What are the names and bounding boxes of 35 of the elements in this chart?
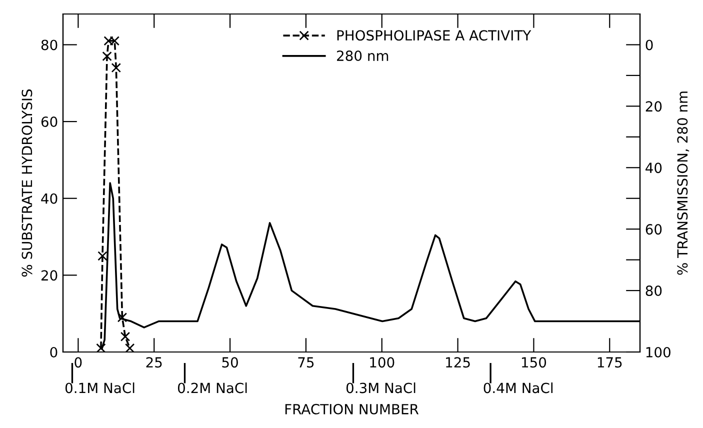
y-axis-title: % SUBSTRATE HYDROLYSIS: [22, 89, 32, 277]
text: 0.3M NaCl: [346, 382, 416, 394]
point: [117, 312, 128, 322]
y2-tick-label: 40: [646, 162, 662, 174]
point: [124, 343, 135, 352]
y2-tick-label: 20: [646, 101, 662, 112]
y2-tick-label: 80: [646, 286, 662, 296]
x-tick-label: 50: [222, 357, 238, 368]
y2-axis-title: % TRANSMISSION, 280 nm: [677, 92, 690, 275]
x-tick-label: 0: [74, 357, 82, 368]
y-tick-label: 60: [41, 116, 58, 128]
x-tick-label: 75: [298, 357, 314, 368]
x-axis-title: FRACTION NUMBER: [285, 404, 419, 414]
y-tick-label: 0: [50, 346, 58, 358]
y2-tick-label: 100: [646, 346, 670, 358]
point: [96, 343, 106, 352]
x-tick-label: 175: [598, 357, 622, 368]
y-tick-label: 80: [41, 40, 58, 50]
point: [98, 251, 108, 261]
y-tick-label: 20: [41, 270, 58, 281]
x-tick-label: 25: [146, 357, 162, 368]
text: 0.1M NaCl: [65, 382, 134, 394]
point: [102, 51, 112, 62]
point: [111, 62, 122, 73]
y2-tick-label: 60: [646, 224, 662, 235]
legend-label: PHOSPHOLIPASE A ACTIVITY: [337, 30, 532, 41]
text: 0.2M NaCl: [178, 382, 247, 394]
y-tick-label: 40: [41, 193, 58, 204]
point: [120, 332, 130, 342]
y2-tick-label: 0: [646, 40, 653, 50]
text: 0.4M NaCl: [484, 382, 553, 394]
legend-label: 280 nm: [337, 50, 388, 62]
x-tick-label: 150: [522, 357, 546, 368]
x-tick-label: 100: [370, 357, 394, 368]
x-tick-label: 125: [446, 357, 470, 368]
